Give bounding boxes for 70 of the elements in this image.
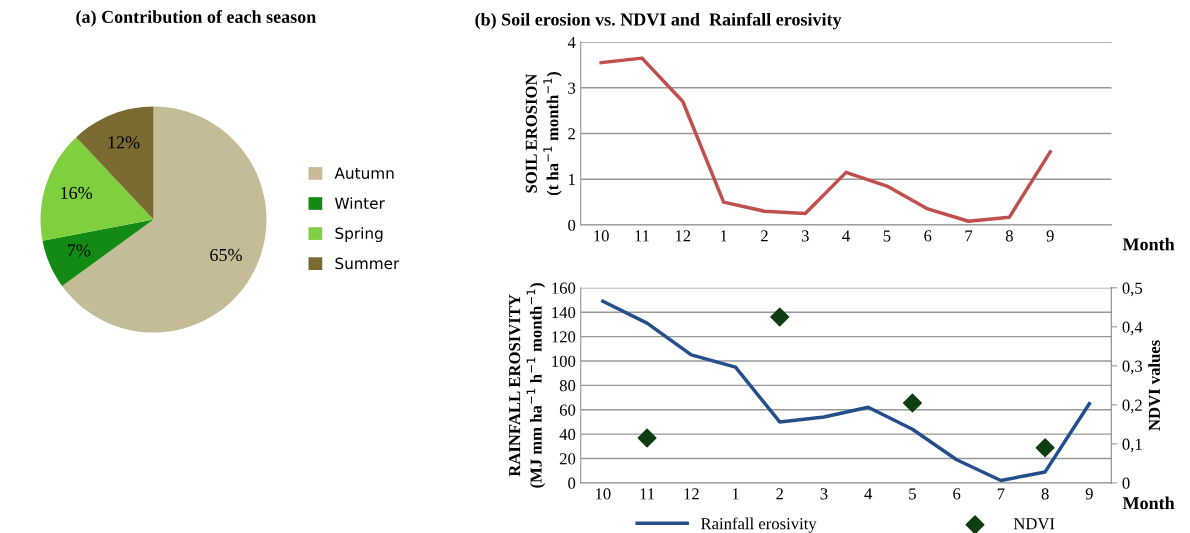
y2-axis-title: NDVI values — [1148, 340, 1161, 431]
y-axis-title: SOIL EROSION (t ha$^{−1}$ month$^{−1}$) — [525, 72, 562, 196]
chart-title: (b) Soil erosion vs. NDVI and Rainfall erosivity — [475, 12, 842, 30]
legend-label: Summer — [335, 257, 400, 270]
y-tick-label: 0 — [568, 477, 576, 489]
pie-slice — [40, 137, 154, 241]
x-tick-label: 2 — [776, 488, 783, 500]
y-tick-label: 0 — [568, 219, 576, 231]
legend-label: Winter — [334, 197, 385, 209]
line-series — [599, 56, 1052, 224]
x-tick-label: 7 — [997, 488, 1005, 500]
legend-label: Spring — [335, 227, 383, 243]
data-label: 7% — [68, 244, 91, 257]
x-tick-label: 1 — [732, 488, 739, 500]
x-tick-label: 11 — [635, 230, 649, 242]
x-tick-label: 3 — [820, 488, 828, 500]
x-tick-label: 10 — [594, 230, 609, 242]
point — [902, 393, 922, 413]
y-tick-label: 1 — [568, 174, 575, 185]
line-series — [601, 299, 1092, 483]
x-tick-label: 12 — [684, 488, 699, 500]
x-tick-label: 3 — [801, 230, 809, 242]
y2-tick-label: 0 — [1122, 477, 1130, 489]
y-tick-label: 20 — [559, 453, 576, 465]
y2-tick-label: 0,4 — [1122, 321, 1143, 336]
x-tick-label: 4 — [864, 488, 873, 500]
x-tick-label: 1 — [720, 230, 727, 242]
point — [637, 428, 657, 448]
data-label: 12% — [108, 136, 140, 149]
pie-slice — [42, 219, 154, 287]
y-tick-label: 80 — [559, 380, 576, 392]
y2-tick-label: 0,5 — [1122, 282, 1143, 297]
data-label: 65% — [210, 248, 242, 262]
data-label: 16% — [61, 186, 93, 200]
x-axis-title: Month — [1122, 496, 1175, 510]
x-tick-label: 9 — [1046, 230, 1054, 242]
point — [770, 307, 790, 327]
y2-tick-label: 0,1 — [1122, 438, 1142, 453]
y-tick-label: 3 — [568, 82, 576, 94]
x-tick-label: 6 — [953, 488, 961, 500]
point — [1035, 438, 1055, 458]
x-tick-label: 4 — [842, 230, 850, 242]
legend-label: Rainfall erosivity — [700, 517, 817, 533]
y-tick-label: 120 — [552, 331, 576, 343]
x-tick-label: 8 — [1005, 230, 1013, 242]
x-tick-label: 5 — [883, 230, 891, 242]
pie-slice — [62, 106, 267, 333]
y-tick-label: 4 — [567, 36, 576, 48]
x-tick-label: 12 — [675, 230, 691, 242]
y-tick-label: 140 — [552, 306, 576, 319]
x-tick-label: 7 — [965, 230, 973, 242]
legend-label: NDVI — [1013, 518, 1055, 530]
y-tick-label: 60 — [559, 404, 576, 416]
x-tick-label: 11 — [640, 488, 655, 500]
y-tick-label: 40 — [559, 428, 576, 441]
y2-tick-label: 0,3 — [1122, 360, 1143, 375]
x-axis-title: Month — [1122, 237, 1175, 251]
x-tick-label: 2 — [761, 230, 768, 242]
chart-title: (a) Contribution of each season — [76, 10, 316, 27]
x-tick-label: 5 — [909, 488, 916, 500]
y-tick-label: 2 — [568, 128, 575, 140]
y-tick-label: 160 — [552, 282, 576, 294]
legend-label: Autumn — [334, 167, 394, 179]
y-axis-title: RAINFALL EROSIVITY (MJ mm ha$^{−1}$ h$^{−1}$ month$^{−1}$) — [509, 283, 546, 488]
x-tick-label: 10 — [595, 488, 611, 500]
x-tick-label: 9 — [1085, 488, 1093, 500]
y-tick-label: 100 — [552, 355, 576, 367]
x-tick-label: 8 — [1041, 488, 1049, 500]
y2-tick-label: 0,2 — [1122, 399, 1142, 414]
x-tick-label: 6 — [924, 230, 932, 242]
